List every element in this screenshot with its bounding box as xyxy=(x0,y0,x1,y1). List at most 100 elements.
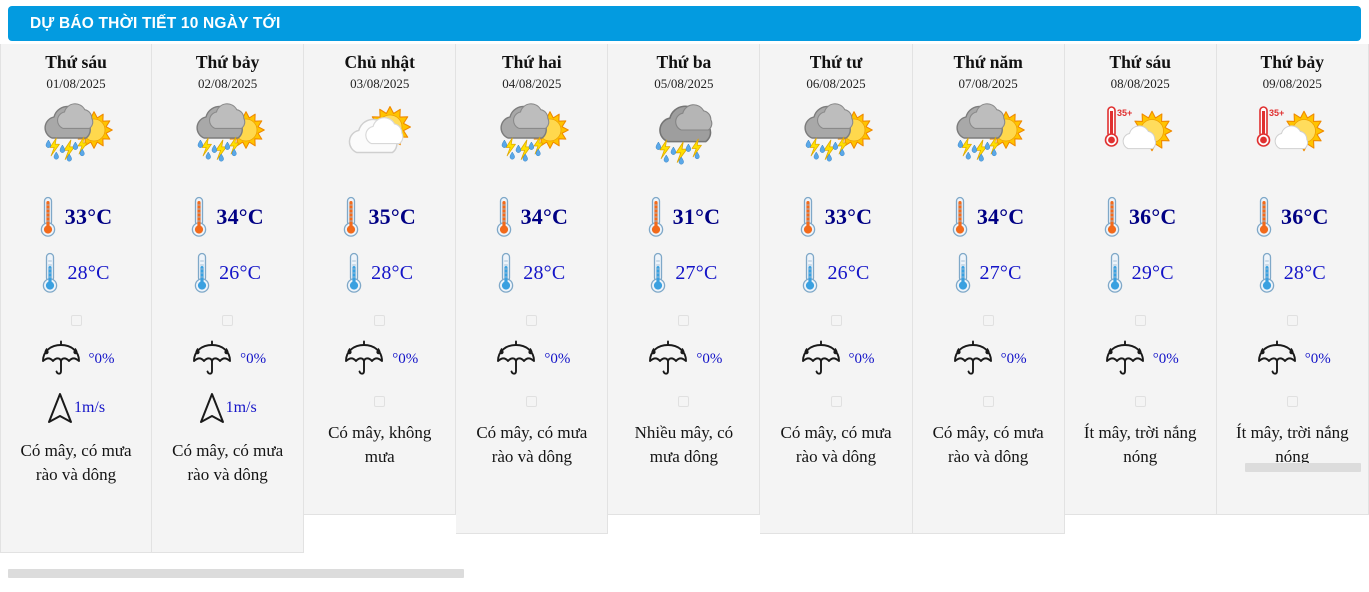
thermometer-high-icon xyxy=(1256,196,1272,238)
thermometer-low-icon xyxy=(650,252,666,294)
day-name: Thứ năm xyxy=(953,52,1023,72)
thermometer-low-icon xyxy=(1259,252,1275,294)
low-temperature-row: 27°C xyxy=(913,252,1064,294)
high-temperature-value: 33°C xyxy=(64,204,113,230)
thermometer-high-icon xyxy=(952,196,968,238)
low-temperature-row: 28°C xyxy=(304,252,455,294)
thunderstorm-sun-icon xyxy=(484,102,580,174)
sun-cloud-icon xyxy=(332,102,428,174)
weather-description: Có mây, có mưa rào và dông xyxy=(476,423,588,467)
rain-probability-row: °0% xyxy=(189,339,266,379)
day-date: 03/08/2025 xyxy=(350,76,410,92)
low-temperature-value: 28°C xyxy=(67,261,110,284)
rain-probability-value: °0% xyxy=(392,350,419,367)
low-temperature-value: 27°C xyxy=(675,261,718,284)
umbrella-icon xyxy=(645,339,691,379)
high-temperature-value: 36°C xyxy=(1281,204,1329,230)
thermometer-low-icon xyxy=(802,252,818,294)
umbrella-icon xyxy=(950,339,996,379)
forecast-day-column[interactable]: Thứ bảy 09/08/2025 35+ 36°C 28°C °0% Ít mây, t… xyxy=(1216,44,1369,515)
day-name: Thứ hai xyxy=(502,52,562,72)
forecast-day-strip[interactable]: Thứ sáu 01/08/2025 33°C 28°C °0% 1m/s Có mây, … xyxy=(0,44,1369,592)
forecast-day-column[interactable]: Thứ sáu 08/08/2025 35+ 36°C 29°C °0% Ít mây, t… xyxy=(1064,44,1217,515)
thermometer-high-icon xyxy=(648,196,664,238)
umbrella-icon xyxy=(798,339,844,379)
thermometer-high-icon xyxy=(191,196,207,238)
missing-wind-image-placeholder-icon xyxy=(678,396,690,408)
low-temperature-value: 29°C xyxy=(1131,261,1174,284)
low-temperature-row: 29°C xyxy=(1065,252,1216,294)
weather-description: Có mây, có mưa rào và dông xyxy=(780,423,892,467)
hot-sun-icon: 35+ xyxy=(1092,102,1188,174)
rain-probability-value: °0% xyxy=(1304,350,1331,367)
high-temperature-value: 36°C xyxy=(1128,204,1177,230)
low-temperature-row: 28°C xyxy=(456,252,607,294)
high-temperature-row: 35°C xyxy=(304,196,455,238)
forecast-day-column[interactable]: Thứ sáu 01/08/2025 33°C 28°C °0% 1m/s Có mây, … xyxy=(0,44,153,553)
missing-image-placeholder-icon xyxy=(526,315,538,327)
high-temperature-row: 33°C xyxy=(760,196,911,238)
umbrella-icon xyxy=(1102,339,1148,379)
thermometer-low-icon xyxy=(346,252,362,294)
rain-probability-value: °0% xyxy=(1152,350,1179,367)
wind-direction-arrow-icon xyxy=(199,392,225,424)
wind-speed-value: 1m/s xyxy=(73,399,106,417)
weather-description: Có mây, có mưa rào và dông xyxy=(20,441,132,485)
low-temperature-row: 27°C xyxy=(608,252,759,294)
high-temperature-value: 34°C xyxy=(520,204,569,230)
day-date: 02/08/2025 xyxy=(198,76,258,92)
missing-wind-image-placeholder-icon xyxy=(982,396,994,408)
day-date: 09/08/2025 xyxy=(1262,76,1322,92)
low-temperature-row: 28°C xyxy=(1,252,151,294)
thermometer-high-icon xyxy=(343,196,359,238)
missing-image-placeholder-icon xyxy=(374,315,386,327)
thermometer-high-icon xyxy=(496,196,512,238)
day-name: Chủ nhật xyxy=(344,52,415,72)
wind-row: 1m/s xyxy=(199,391,257,425)
day-name: Thứ tư xyxy=(809,52,863,72)
high-temperature-value: 33°C xyxy=(824,204,873,230)
rain-probability-row: °0% xyxy=(1254,339,1331,379)
weather-description: Có mây, không mưa xyxy=(328,423,432,467)
forecast-day-column[interactable]: Chủ nhật 03/08/2025 35°C 28°C °0% Có mây, khô… xyxy=(304,44,457,515)
rain-probability-row: °0% xyxy=(1102,339,1179,379)
thermometer-low-icon xyxy=(498,252,514,294)
forecast-day-column[interactable]: Thứ ba 05/08/2025 31°C 27°C °0% Nhiều mây, có… xyxy=(608,44,761,515)
umbrella-icon xyxy=(38,339,84,379)
weather-description: Nhiều mây, có mưa dông xyxy=(634,423,734,467)
missing-image-placeholder-icon xyxy=(70,315,82,327)
high-temperature-value: 35°C xyxy=(368,204,416,230)
low-temperature-value: 26°C xyxy=(219,261,262,284)
forecast-day-column[interactable]: Thứ hai 04/08/2025 34°C 28°C °0% Có mây, có m… xyxy=(456,44,609,534)
missing-image-placeholder-icon xyxy=(1134,315,1146,327)
wind-row: 1m/s xyxy=(47,391,105,425)
rain-probability-row: °0% xyxy=(38,339,115,379)
high-temperature-row: 33°C xyxy=(1,196,151,238)
day-name: Thứ bảy xyxy=(195,52,260,72)
missing-wind-image-placeholder-icon xyxy=(1134,396,1146,408)
low-temperature-value: 26°C xyxy=(827,261,870,284)
umbrella-icon xyxy=(1254,339,1300,379)
svg-text:35+: 35+ xyxy=(1269,108,1284,118)
page-title: DỰ BÁO THỜI TIẾT 10 NGÀY TỚI xyxy=(30,14,281,32)
day-name: Thứ sáu xyxy=(1109,52,1171,72)
forecast-day-column[interactable]: Thứ tư 06/08/2025 33°C 26°C °0% Có mây, có mư… xyxy=(760,44,913,534)
low-temperature-row: 26°C xyxy=(760,252,911,294)
forecast-day-column[interactable]: Thứ bảy 02/08/2025 34°C 26°C °0% 1m/s Có mây, … xyxy=(152,44,305,553)
weather-description: Có mây, có mưa rào và dông xyxy=(932,423,1044,467)
wind-speed-value: 1m/s xyxy=(225,399,257,417)
high-temperature-row: 34°C xyxy=(456,196,607,238)
high-temperature-row: 36°C xyxy=(1065,196,1216,238)
rain-probability-value: °0% xyxy=(696,350,723,367)
thermometer-high-icon xyxy=(800,196,816,238)
missing-image-placeholder-icon xyxy=(830,315,842,327)
rain-probability-row: °0% xyxy=(950,339,1027,379)
horizontal-scrollbar-right-segment[interactable] xyxy=(1245,463,1361,472)
umbrella-icon xyxy=(493,339,539,379)
missing-image-placeholder-icon xyxy=(982,315,994,327)
day-name: Thứ bảy xyxy=(1260,52,1325,72)
low-temperature-row: 28°C xyxy=(1217,252,1368,294)
forecast-day-column[interactable]: Thứ năm 07/08/2025 34°C 27°C °0% Có mây, có m… xyxy=(912,44,1065,534)
horizontal-scrollbar[interactable] xyxy=(8,569,464,578)
